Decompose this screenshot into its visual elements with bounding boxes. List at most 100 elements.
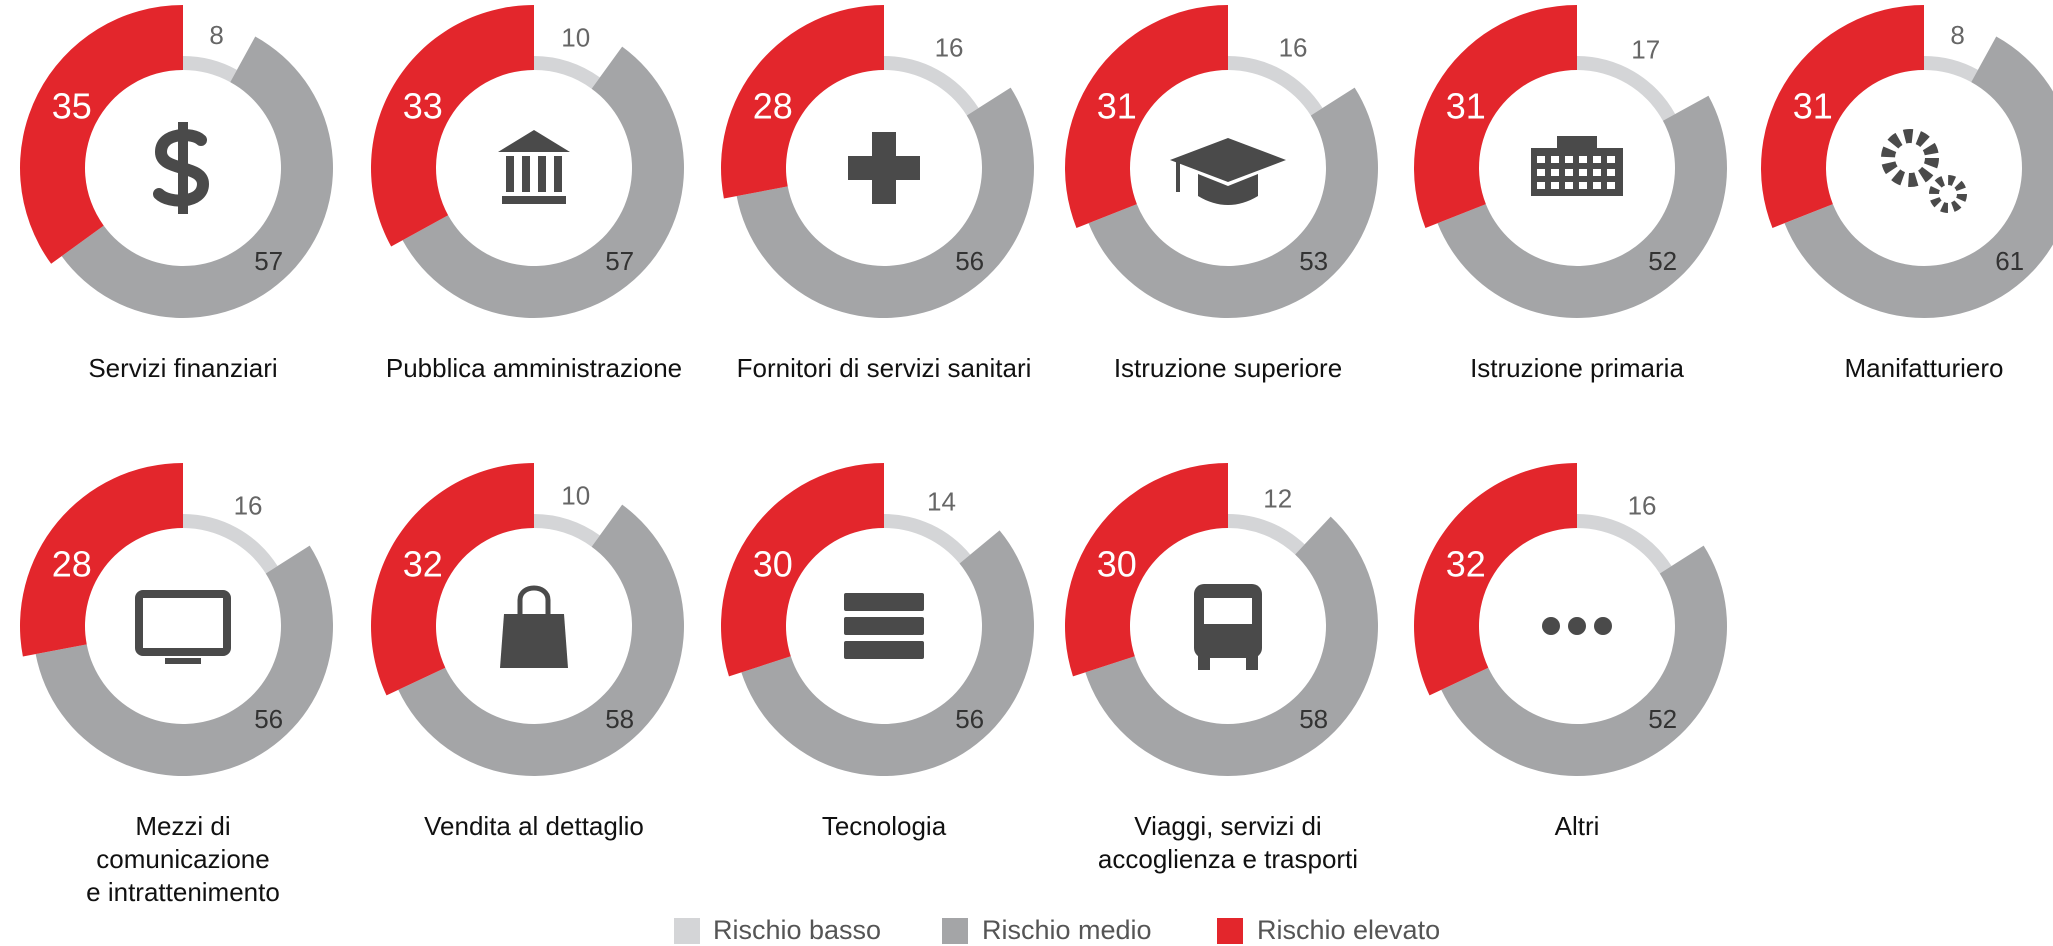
value-label: 17 bbox=[1631, 35, 1660, 65]
donut-segment bbox=[736, 87, 1034, 318]
value-label: 30 bbox=[1097, 543, 1137, 584]
panel-title: Servizi finanziari bbox=[88, 353, 278, 383]
value-label: 10 bbox=[561, 22, 590, 52]
donut-segment bbox=[1088, 87, 1379, 319]
donut-segment bbox=[1761, 5, 1924, 229]
icon-group bbox=[1531, 136, 1623, 196]
donut-segment bbox=[1924, 56, 1978, 83]
value-label: 52 bbox=[1648, 246, 1677, 276]
value-label: 31 bbox=[1446, 85, 1486, 126]
donut-segment bbox=[1441, 545, 1728, 777]
icon bbox=[1565, 182, 1573, 189]
legend-swatch bbox=[942, 918, 968, 944]
panel-title: Viaggi, servizi di accoglienza e traspor… bbox=[1097, 811, 1359, 874]
icon-group bbox=[135, 590, 231, 664]
donut-segment bbox=[534, 514, 600, 547]
icon bbox=[522, 156, 530, 192]
value-label: 8 bbox=[209, 20, 223, 50]
icon-group bbox=[848, 132, 920, 204]
icon bbox=[1557, 136, 1597, 150]
panel-title: Manifatturiero bbox=[1844, 353, 2004, 383]
donut-hole bbox=[1827, 71, 2021, 265]
value-label: 32 bbox=[1446, 543, 1486, 584]
icon bbox=[538, 156, 546, 192]
icon bbox=[517, 585, 551, 614]
icon bbox=[1929, 175, 1967, 213]
icon bbox=[1204, 598, 1252, 624]
icon-group bbox=[844, 593, 924, 659]
donut-segment bbox=[721, 5, 884, 199]
icon bbox=[1593, 169, 1601, 176]
icon bbox=[500, 614, 568, 668]
icon bbox=[844, 617, 924, 635]
donut-segment bbox=[1065, 5, 1228, 229]
value-label: 16 bbox=[1628, 491, 1657, 521]
donut-segment bbox=[398, 504, 685, 777]
icon bbox=[165, 658, 201, 664]
icon bbox=[1542, 617, 1560, 635]
value-label: 8 bbox=[1950, 20, 1964, 50]
value-label: 28 bbox=[52, 543, 92, 584]
value-label: 12 bbox=[1263, 483, 1292, 513]
icon bbox=[1593, 182, 1601, 189]
icon bbox=[1198, 174, 1258, 205]
donut-segment bbox=[35, 545, 334, 776]
value-label: 35 bbox=[52, 85, 92, 126]
value-label: 16 bbox=[234, 491, 263, 521]
icon bbox=[1568, 617, 1586, 635]
donut-segment bbox=[884, 514, 971, 564]
icon bbox=[506, 156, 514, 192]
donut-segment bbox=[1784, 36, 2053, 318]
donut-segment bbox=[371, 5, 534, 247]
donut-segment bbox=[370, 463, 534, 696]
icon bbox=[1551, 169, 1559, 176]
icon bbox=[1607, 156, 1615, 163]
value-label: 53 bbox=[1299, 246, 1328, 276]
icon bbox=[1881, 129, 1939, 187]
icon-group bbox=[153, 122, 210, 214]
icon bbox=[1170, 138, 1286, 182]
value-label: 32 bbox=[403, 543, 443, 584]
legend-swatch bbox=[674, 918, 700, 944]
panel-title: Istruzione primaria bbox=[1470, 353, 1684, 383]
value-label: 56 bbox=[254, 704, 283, 734]
donut-segment bbox=[1413, 5, 1577, 229]
donut-segment bbox=[1228, 56, 1323, 116]
donut-hole bbox=[437, 71, 631, 265]
donut-segment bbox=[884, 56, 979, 116]
legend-label: Rischio basso bbox=[713, 915, 881, 945]
icon bbox=[1594, 617, 1612, 635]
panel-title: Pubblica amministrazione bbox=[385, 353, 683, 383]
value-label: 58 bbox=[1299, 704, 1328, 734]
icon bbox=[844, 593, 924, 611]
value-label: 16 bbox=[1279, 33, 1308, 63]
icon bbox=[1593, 156, 1601, 163]
value-label: 31 bbox=[1793, 85, 1833, 126]
donut-segment bbox=[1577, 56, 1676, 121]
value-label: 33 bbox=[403, 85, 443, 126]
icon bbox=[1579, 182, 1587, 189]
panel-title: Istruzione superiore bbox=[1113, 353, 1343, 383]
icon bbox=[1246, 656, 1258, 670]
legend-label: Rischio medio bbox=[982, 915, 1152, 945]
donut-segment bbox=[183, 514, 278, 574]
value-label: 57 bbox=[605, 246, 634, 276]
icon bbox=[498, 130, 570, 204]
icon bbox=[1607, 169, 1615, 176]
donut-segment bbox=[741, 530, 1034, 777]
icon bbox=[844, 641, 924, 659]
panel-title: Tecnologia bbox=[821, 811, 947, 841]
legend-label: Rischio elevato bbox=[1257, 915, 1440, 945]
donut-segment bbox=[19, 463, 183, 657]
donut-segment bbox=[1413, 463, 1577, 696]
icon bbox=[1565, 156, 1573, 163]
icon bbox=[178, 122, 188, 214]
donut-hole bbox=[86, 529, 280, 723]
value-label: 28 bbox=[753, 85, 793, 126]
donut-segment bbox=[720, 463, 884, 677]
icon-group bbox=[1542, 617, 1612, 635]
icon bbox=[1579, 156, 1587, 163]
icon-group bbox=[1194, 584, 1262, 670]
